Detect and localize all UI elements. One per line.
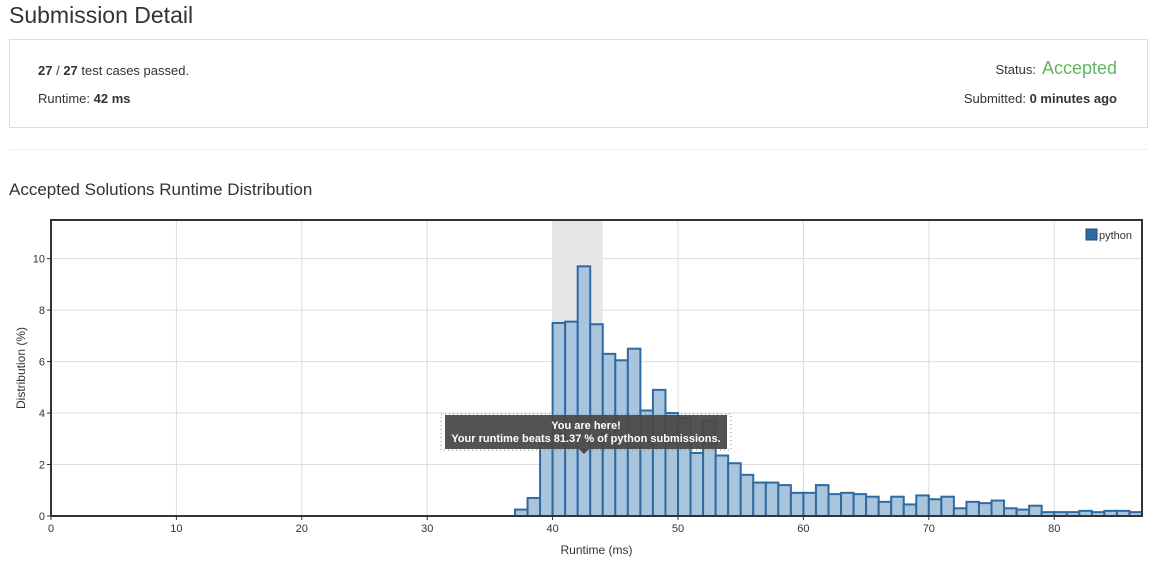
y-tick-label: 10 xyxy=(33,254,45,266)
test-cases-summary: 27 / 27 test cases passed. xyxy=(38,63,189,78)
page-title: Submission Detail xyxy=(9,2,194,28)
histogram-bar xyxy=(1003,507,1018,517)
legend-label: python xyxy=(1099,230,1132,242)
histogram-bar xyxy=(890,495,905,517)
histogram-bar xyxy=(952,507,968,517)
status-value: Accepted xyxy=(1041,58,1117,78)
tooltip-outline xyxy=(440,413,732,451)
histogram-bar xyxy=(877,500,893,517)
status-label: Status: xyxy=(995,62,1036,77)
tooltip-line-1: You are here! xyxy=(551,420,621,432)
tooltip-arrow xyxy=(578,449,589,454)
runtime-value: 42 ms xyxy=(93,91,131,106)
tooltip: You are here!Your runtime beats 81.37 % … xyxy=(440,413,732,454)
tooltip-box xyxy=(445,415,727,449)
histogram-bar xyxy=(714,454,730,518)
histogram-bar xyxy=(752,481,767,517)
histogram-bar xyxy=(739,473,755,517)
histogram-bar xyxy=(840,491,855,517)
histogram-bar xyxy=(915,494,930,517)
legend: python xyxy=(1085,228,1132,242)
y-tick-label: 0 xyxy=(39,511,45,523)
histogram-bar xyxy=(777,484,792,517)
histogram-bar xyxy=(940,495,955,517)
status-summary: Status: Accepted xyxy=(995,58,1117,79)
section-divider xyxy=(9,149,1148,150)
x-tick-label: 20 xyxy=(296,523,308,535)
count-separator: / xyxy=(52,63,64,78)
passed-suffix: test cases passed. xyxy=(77,63,190,78)
histogram-bar xyxy=(789,491,805,517)
y-tick-label: 6 xyxy=(39,357,45,369)
y-tick-label: 8 xyxy=(39,305,45,317)
histogram-bar xyxy=(526,496,542,517)
x-tick-label: 10 xyxy=(170,523,182,535)
submission-summary-panel: 27 / 27 test cases passed. Runtime: 42 m… xyxy=(9,39,1148,128)
x-tick-label: 50 xyxy=(672,523,684,535)
tooltip-line-2: Your runtime beats 81.37 % of python sub… xyxy=(451,433,720,445)
x-tick-label: 0 xyxy=(48,523,54,535)
x-axis-title: Runtime (ms) xyxy=(560,543,632,557)
histogram-bar xyxy=(814,484,830,517)
x-tick-label: 60 xyxy=(797,523,809,535)
histogram-bar xyxy=(927,498,943,517)
histogram-bar xyxy=(865,495,880,517)
histogram-bar xyxy=(576,265,592,518)
submitted-label: Submitted: xyxy=(963,91,1030,106)
passed-count: 27 xyxy=(38,63,53,78)
histogram-bar xyxy=(651,388,667,518)
x-tick-label: 70 xyxy=(923,523,935,535)
plot-frame xyxy=(50,219,1143,517)
histogram-bar xyxy=(802,491,817,517)
histogram-bar xyxy=(852,493,868,517)
y-tick-label: 4 xyxy=(39,408,45,420)
histogram-bar xyxy=(539,442,554,517)
histogram-bar xyxy=(965,500,980,517)
histogram-bar xyxy=(727,462,742,517)
legend-swatch xyxy=(1085,228,1098,241)
histogram-bar xyxy=(977,502,993,517)
runtime-distribution-chart: 0 10 20 30 40 50 60 70 80 0 2 4 6 8 10 Runtime (ms) Dist… xyxy=(0,205,1156,565)
submitted-summary: Submitted: 0 minutes ago xyxy=(964,91,1117,106)
x-tick-label: 80 xyxy=(1048,523,1060,535)
x-tick-label: 40 xyxy=(546,523,558,535)
y-tick-label: 2 xyxy=(39,460,45,472)
histogram-bar xyxy=(689,451,705,518)
x-tick-label: 30 xyxy=(421,523,433,535)
histogram-bar xyxy=(764,481,780,517)
section-title: Accepted Solutions Runtime Distribution xyxy=(9,180,313,199)
histogram-bar xyxy=(902,503,918,517)
runtime-summary: Runtime: 42 ms xyxy=(38,91,131,106)
chart-svg: 0 10 20 30 40 50 60 70 80 0 2 4 6 8 10 Runtime (ms) Dist… xyxy=(14,219,1143,557)
submitted-value: 0 minutes ago xyxy=(1029,91,1117,106)
total-count: 27 xyxy=(63,63,78,78)
runtime-label: Runtime: xyxy=(38,91,94,106)
y-axis-title: Distribution (%) xyxy=(14,327,28,409)
histogram-bar xyxy=(1028,504,1043,517)
histogram-bar xyxy=(990,499,1006,517)
histogram-bar xyxy=(827,493,843,517)
